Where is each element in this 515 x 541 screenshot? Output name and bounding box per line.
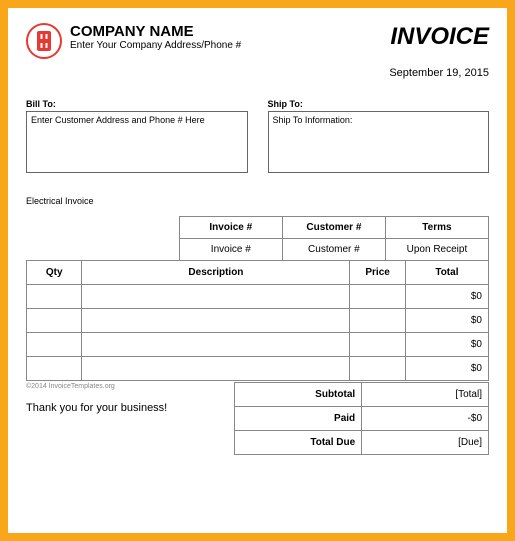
total-due-label: Total Due	[235, 431, 362, 455]
cell-price[interactable]	[350, 357, 405, 381]
cell-price[interactable]	[350, 285, 405, 309]
cell-price[interactable]	[350, 333, 405, 357]
table-row: $0	[27, 357, 489, 381]
outlet-logo-icon	[26, 23, 62, 59]
meta-header-customer: Customer #	[282, 217, 385, 239]
paid-label: Paid	[235, 407, 362, 431]
header: COMPANY NAME Enter Your Company Address/…	[26, 23, 489, 59]
meta-header-invoice: Invoice #	[179, 217, 282, 239]
items-header-row: Qty Description Price Total	[27, 261, 489, 285]
items-header-qty: Qty	[27, 261, 82, 285]
ship-to-label: Ship To:	[268, 99, 490, 109]
meta-value-customer[interactable]: Customer #	[282, 239, 385, 261]
bill-to-block: Bill To:	[26, 99, 248, 178]
cell-qty[interactable]	[27, 285, 82, 309]
subtotal-label: Subtotal	[235, 383, 362, 407]
cell-description[interactable]	[82, 309, 350, 333]
ship-to-block: Ship To:	[268, 99, 490, 178]
cell-total[interactable]: $0	[405, 333, 488, 357]
items-table: Qty Description Price Total $0 $0	[26, 260, 489, 381]
company-name: COMPANY NAME	[70, 23, 241, 40]
cell-description[interactable]	[82, 357, 350, 381]
total-due-value: [Due]	[362, 431, 489, 455]
subtotal-value: [Total]	[362, 383, 489, 407]
cell-description[interactable]	[82, 333, 350, 357]
cell-total[interactable]: $0	[405, 309, 488, 333]
meta-value-invoice[interactable]: Invoice #	[179, 239, 282, 261]
paid-row: Paid -$0	[235, 407, 489, 431]
section-label: Electrical Invoice	[26, 196, 489, 206]
total-due-row: Total Due [Due]	[235, 431, 489, 455]
bill-to-input[interactable]	[26, 111, 248, 173]
cell-total[interactable]: $0	[405, 357, 488, 381]
items-header-description: Description	[82, 261, 350, 285]
items-header-price: Price	[350, 261, 405, 285]
meta-header-terms: Terms	[385, 217, 488, 239]
invoice-title: INVOICE	[390, 23, 489, 51]
ship-to-input[interactable]	[268, 111, 490, 173]
meta-header-row: Invoice # Customer # Terms	[179, 217, 488, 239]
footer-section: ©2014 InvoiceTemplates.org Thank you for…	[26, 383, 489, 414]
invoice-date: September 19, 2015	[26, 67, 489, 79]
table-row: $0	[27, 333, 489, 357]
company-address: Enter Your Company Address/Phone #	[70, 40, 241, 51]
invoice-container: COMPANY NAME Enter Your Company Address/…	[8, 8, 507, 533]
header-left: COMPANY NAME Enter Your Company Address/…	[26, 23, 241, 59]
cell-qty[interactable]	[27, 309, 82, 333]
table-row: $0	[27, 285, 489, 309]
cell-price[interactable]	[350, 309, 405, 333]
items-header-total: Total	[405, 261, 488, 285]
meta-value-terms[interactable]: Upon Receipt	[385, 239, 488, 261]
totals-table: Subtotal [Total] Paid -$0 Total Due [Due…	[234, 382, 489, 455]
company-info: COMPANY NAME Enter Your Company Address/…	[70, 23, 241, 51]
outer-frame: COMPANY NAME Enter Your Company Address/…	[0, 0, 515, 541]
bill-to-label: Bill To:	[26, 99, 248, 109]
table-row: $0	[27, 309, 489, 333]
meta-table: Invoice # Customer # Terms Invoice # Cus…	[179, 216, 489, 261]
address-section: Bill To: Ship To:	[26, 99, 489, 178]
cell-description[interactable]	[82, 285, 350, 309]
meta-value-row: Invoice # Customer # Upon Receipt	[179, 239, 488, 261]
subtotal-row: Subtotal [Total]	[235, 383, 489, 407]
paid-value[interactable]: -$0	[362, 407, 489, 431]
cell-qty[interactable]	[27, 357, 82, 381]
cell-qty[interactable]	[27, 333, 82, 357]
cell-total[interactable]: $0	[405, 285, 488, 309]
